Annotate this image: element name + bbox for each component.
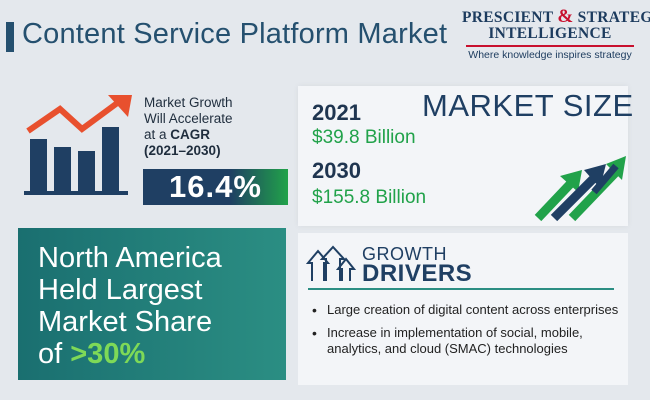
drivers-divider — [308, 288, 614, 290]
value-2030: $155.8 Billion — [312, 187, 427, 208]
region-line4-prefix: of — [38, 338, 71, 370]
year-2030: 2030 — [312, 158, 361, 183]
growth-text-prefix: at a — [144, 127, 171, 142]
cagr-period: (2021–2030) — [144, 143, 221, 158]
bar-chart-growth-icon — [24, 95, 132, 195]
logo-name: PRESCIENT & STRATEGIC — [462, 6, 650, 28]
company-logo: PRESCIENT & STRATEGIC INTELLIGENCE Where… — [462, 6, 650, 66]
region-share-text: North America Held Largest Market Share … — [38, 242, 278, 370]
up-arrows-icon — [306, 245, 356, 281]
growth-arrows-icon — [534, 156, 626, 222]
year-2021: 2021 — [312, 100, 361, 125]
growth-text-line3: at a CAGR — [144, 127, 294, 143]
list-item: Large creation of digital content across… — [312, 302, 624, 319]
logo-ampersand: & — [557, 6, 574, 27]
drivers-list: Large creation of digital content across… — [312, 302, 624, 364]
drivers-title-line2: DRIVERS — [362, 260, 473, 287]
drivers-title-line1: GROWTH — [362, 244, 447, 264]
list-item: Increase in implementation of social, mo… — [312, 325, 624, 358]
region-line3: Market Share — [38, 306, 213, 338]
value-2021: $39.8 Billion — [312, 127, 416, 148]
growth-text-line1: Market Growth — [144, 95, 233, 110]
region-share-percent: >30% — [70, 338, 146, 370]
page-title: Content Service Platform Market — [22, 18, 448, 50]
logo-word-3: INTELLIGENCE — [488, 25, 612, 42]
region-share-card — [18, 228, 286, 380]
cagr-label: CAGR — [170, 127, 211, 142]
logo-word-2: STRATEGIC — [577, 9, 650, 26]
logo-divider — [466, 45, 634, 47]
logo-tagline: Where knowledge inspires strategy — [468, 49, 632, 61]
region-line4: of >30% — [38, 338, 278, 370]
logo-word-1: PRESCIENT — [462, 9, 554, 26]
growth-statement: Market Growth Will Accelerate at a CAGR … — [144, 95, 294, 159]
region-line2: Held Largest — [38, 274, 203, 306]
market-size-title: MARKET SIZE — [422, 88, 634, 123]
cagr-value-badge: 16.4% — [143, 169, 288, 205]
title-accent-bar — [6, 22, 14, 52]
growth-text-line2: Will Accelerate — [144, 111, 233, 126]
region-line1: North America — [38, 242, 222, 274]
